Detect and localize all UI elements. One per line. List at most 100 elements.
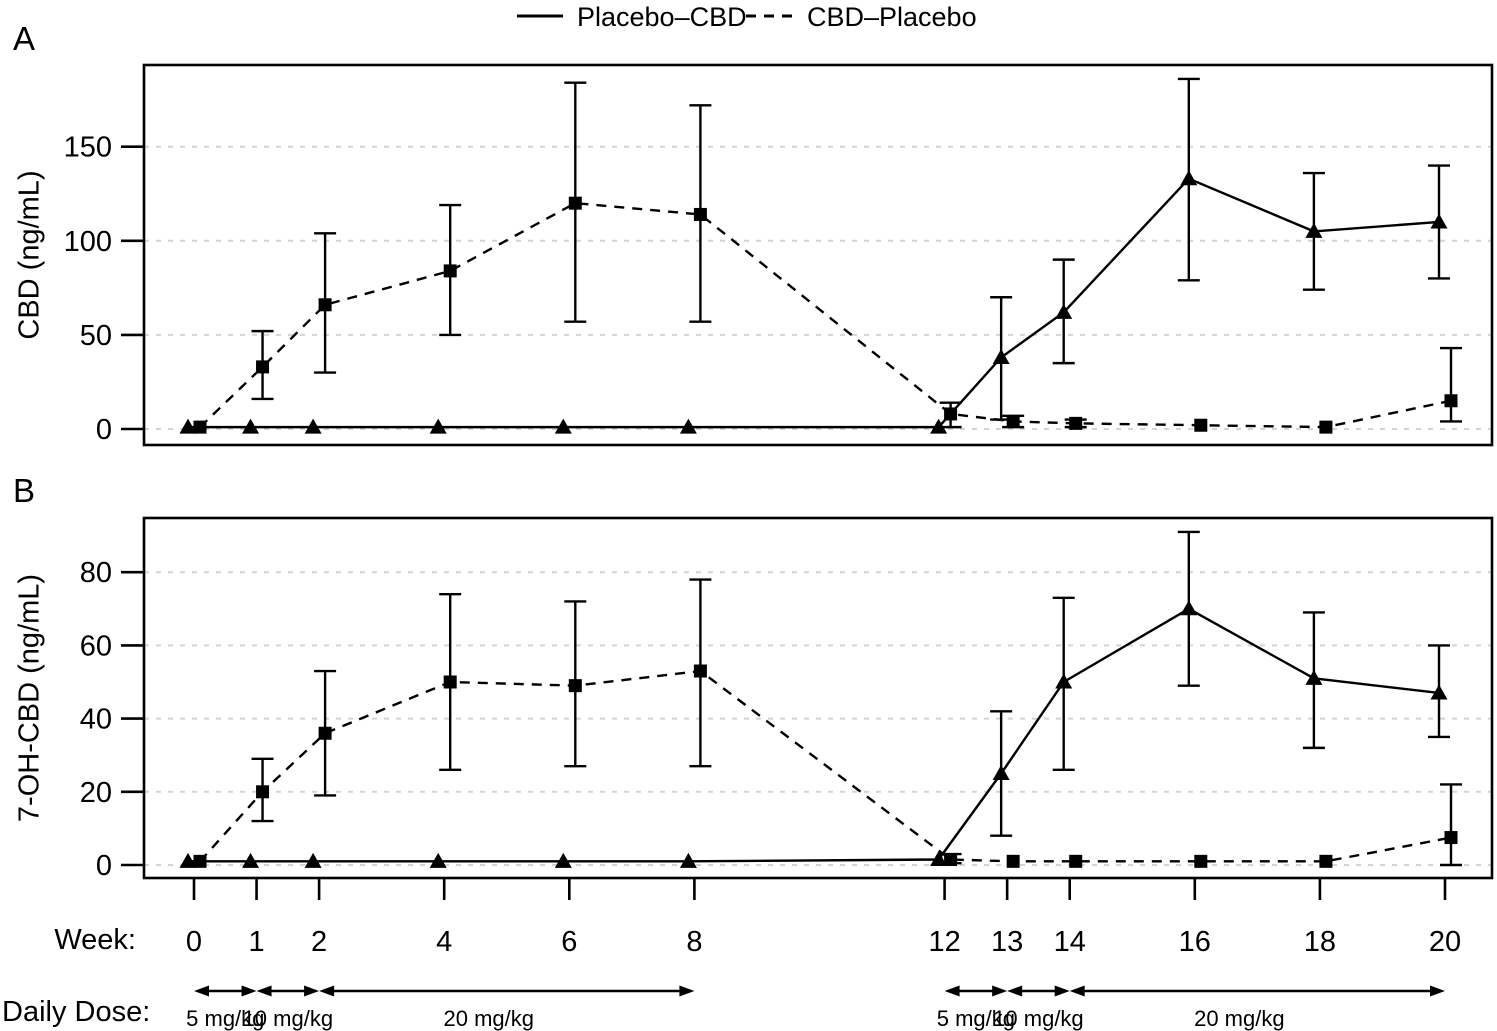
panel-a-y-tick-label: 0 [96, 414, 112, 446]
marker-square [693, 207, 707, 221]
dose-axis-label: Daily Dose: [2, 996, 151, 1028]
dose-arrowhead-left [256, 985, 272, 997]
marker-triangle [992, 765, 1010, 780]
week-axis-label: Week: [54, 924, 136, 956]
marker-triangle [930, 418, 948, 434]
week-tick-label: 1 [248, 926, 264, 958]
marker-triangle [304, 852, 322, 868]
panel-a-line-placebo-cbd [188, 177, 1440, 429]
dose-arrowhead-left [944, 985, 960, 997]
dose-segment-label: 10 mg/kg [993, 1006, 1084, 1031]
marker-triangle [554, 852, 572, 868]
marker-triangle [679, 852, 697, 868]
dose-segment-label: 20 mg/kg [444, 1006, 535, 1031]
panel-a-y-tick-label: 150 [64, 132, 112, 164]
panel-b-line-placebo-cbd [188, 607, 1440, 863]
marker-square [1194, 854, 1208, 868]
marker-triangle [1305, 669, 1323, 685]
marker-triangle [679, 418, 697, 434]
week-tick-label: 4 [436, 926, 452, 958]
marker-square [568, 196, 582, 210]
week-tick-label: 2 [311, 926, 327, 958]
marker-square [1194, 418, 1208, 432]
panel-b-y-tick-label: 20 [80, 777, 112, 809]
marker-square [256, 360, 270, 374]
marker-triangle [242, 852, 260, 868]
dose-arrowhead-left [319, 985, 335, 997]
marker-triangle [1305, 222, 1323, 238]
legend-line-dashed-icon [746, 14, 792, 18]
panel-a-label: A [13, 20, 36, 57]
marker-triangle [1180, 170, 1198, 186]
marker-triangle [242, 418, 260, 434]
panel-b-y-tick-label: 40 [80, 704, 112, 736]
week-tick-label: 12 [928, 926, 960, 958]
marker-square [568, 679, 582, 693]
week-tick-label: 8 [686, 926, 702, 958]
legend: Placebo–CBD CBD–Placebo [0, 0, 1497, 34]
marker-triangle [1055, 673, 1073, 689]
marker-square [1069, 416, 1083, 430]
week-tick-label: 16 [1179, 926, 1211, 958]
marker-triangle [1430, 213, 1448, 229]
panel-a-y-tick-label: 100 [64, 226, 112, 258]
panel-a-line-cbd-placebo [199, 201, 1452, 429]
panel-b-label: B [13, 472, 36, 509]
marker-triangle [992, 348, 1010, 364]
marker-square [1006, 854, 1020, 868]
dose-arrowhead-right [679, 985, 695, 997]
marker-triangle [304, 418, 322, 434]
dose-arrowhead-left [1007, 985, 1023, 997]
week-tick-label: 13 [991, 926, 1023, 958]
dose-arrowhead-right [1430, 985, 1445, 997]
marker-triangle [429, 418, 447, 434]
marker-square [1006, 414, 1020, 428]
dose-arrowhead-right [304, 985, 320, 997]
panel-a-box [142, 63, 1494, 447]
dose-segment-label: 5 mg/kg [937, 1006, 1015, 1031]
marker-square [1319, 420, 1333, 434]
marker-triangle [1430, 684, 1448, 700]
dose-segment-label: 10 mg/kg [243, 1006, 334, 1031]
dose-arrowhead-right [1054, 985, 1070, 997]
legend-label-cbd-placebo: CBD–Placebo [807, 2, 977, 32]
marker-triangle [179, 852, 197, 868]
week-tick-label: 0 [186, 926, 202, 958]
marker-square [193, 854, 207, 868]
panel-b-box [142, 516, 1494, 880]
dose-arrowhead-right [241, 985, 257, 997]
week-tick-label: 18 [1304, 926, 1336, 958]
marker-square [1444, 831, 1458, 845]
marker-square [693, 664, 707, 678]
marker-square [443, 264, 457, 278]
legend-line-solid-icon [517, 14, 563, 18]
marker-square [1444, 394, 1458, 408]
week-tick-label: 6 [561, 926, 577, 958]
dose-arrowhead-left [1069, 985, 1085, 997]
marker-square [944, 853, 958, 867]
dose-segment-label: 20 mg/kg [1194, 1006, 1285, 1031]
marker-triangle [429, 852, 447, 868]
marker-square [318, 726, 332, 740]
panel-b-y-tick-label: 80 [80, 557, 112, 589]
marker-triangle [554, 418, 572, 434]
panel-b-y-tick-label: 0 [96, 850, 112, 882]
marker-triangle [1055, 303, 1073, 319]
marker-triangle [930, 851, 948, 867]
week-tick-label: 20 [1429, 926, 1461, 958]
marker-square [1319, 854, 1333, 868]
marker-square [944, 407, 958, 421]
week-tick-label: 14 [1054, 926, 1086, 958]
marker-square [193, 420, 207, 434]
marker-square [318, 298, 332, 312]
marker-square [1069, 854, 1083, 868]
dose-segment-label: 5 mg/kg [186, 1006, 264, 1031]
marker-square [443, 675, 457, 689]
marker-triangle [179, 418, 197, 434]
legend-label-placebo-cbd: Placebo–CBD [577, 2, 747, 32]
marker-square [256, 785, 270, 799]
dose-arrowhead-left [194, 985, 209, 997]
marker-triangle [1180, 600, 1198, 616]
